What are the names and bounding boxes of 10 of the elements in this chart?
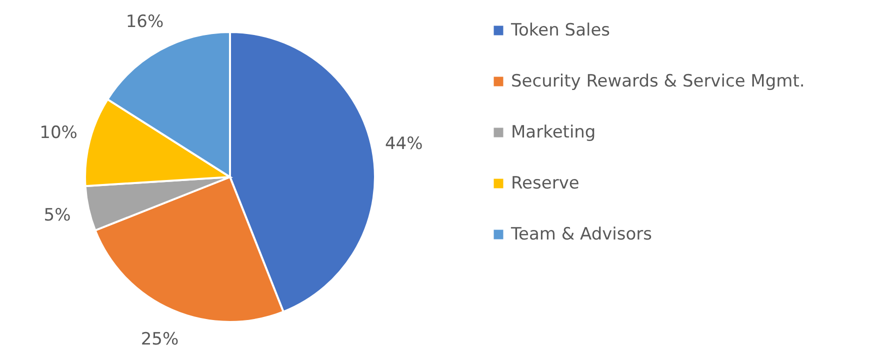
data-label: 25% (140, 329, 179, 350)
data-label: 44% (384, 134, 423, 154)
legend-label: Reserve (511, 174, 580, 194)
legend-label: Token Sales (510, 20, 610, 40)
data-label: 10% (40, 122, 78, 143)
legend-label: Team & Advisors (510, 224, 652, 244)
legend-label: Security Rewards & Service Mgmt. (511, 72, 805, 92)
legend-label: Marketing (511, 122, 596, 142)
data-label: 16% (126, 12, 164, 32)
data-label: 5% (44, 206, 71, 226)
